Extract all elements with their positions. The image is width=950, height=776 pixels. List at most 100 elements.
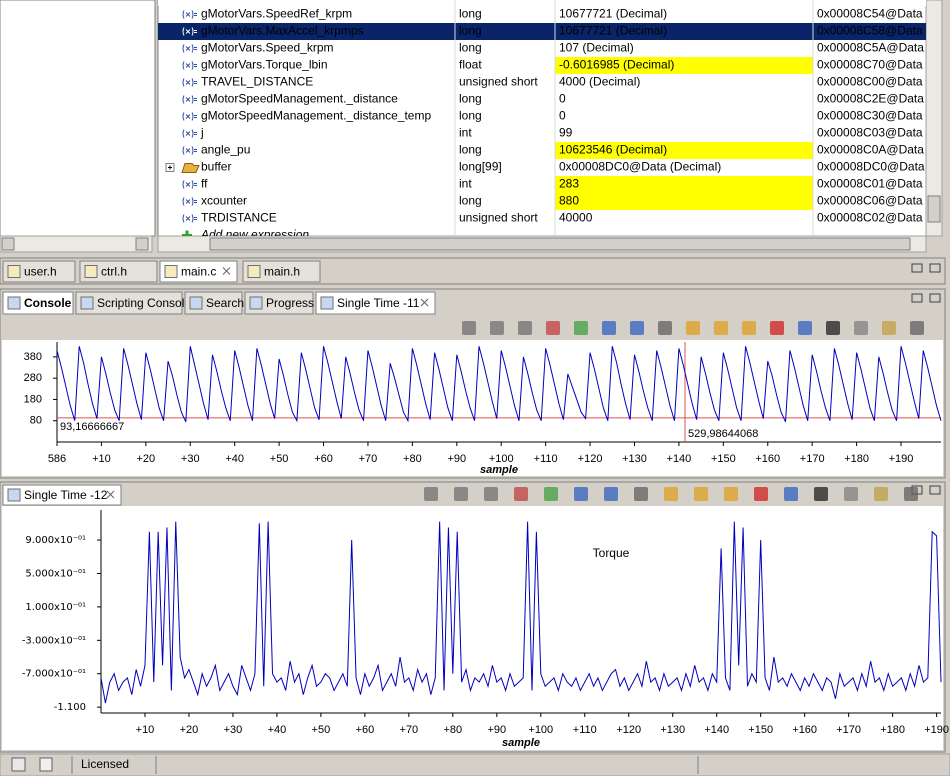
tab-background (159, 260, 238, 283)
toolbar-button[interactable] (724, 487, 738, 501)
left-pane (0, 0, 156, 237)
toolbar-button[interactable] (544, 487, 558, 501)
toolbar-button[interactable] (742, 321, 756, 335)
toolbar-button[interactable] (546, 321, 560, 335)
tab-close[interactable] (420, 298, 429, 307)
toolbar-button[interactable] (602, 321, 616, 335)
array-icon (181, 163, 200, 173)
expression-row[interactable]: j int 99 0x00008C03@Data (182, 126, 923, 140)
tab[interactable]: user.h (2, 260, 76, 283)
toolbar-button[interactable] (714, 321, 728, 335)
toolbar-button[interactable] (910, 321, 924, 335)
expression-row[interactable]: xcounter long 880 0x00008C06@Data (182, 193, 923, 210)
cell-name: gMotorVars.SpeedRef_krpm (201, 7, 352, 21)
toolbar-button[interactable] (754, 487, 768, 501)
toolbar-button[interactable] (490, 321, 504, 335)
tab[interactable]: Scripting Console (75, 291, 191, 315)
x-tick-label: +90 (447, 453, 466, 465)
expression-row[interactable]: gMotorVars.SpeedRef_krpm long 10677721 (De… (182, 7, 923, 21)
expression-row[interactable]: gMotorSpeedManagement._distance_temp long… (182, 109, 923, 123)
scroll-thumb[interactable] (209, 237, 911, 251)
toolbar-button[interactable] (634, 487, 648, 501)
tab[interactable]: main.c (159, 260, 238, 283)
table-rows: gMotorVars.SpeedRef_krpm long 10677721 (De… (158, 0, 926, 242)
cell-type: long[99] (459, 160, 502, 174)
toolbar-button[interactable] (658, 321, 672, 335)
expression-row[interactable]: ff int 283 0x00008C01@Data (182, 176, 923, 193)
toolbar-button[interactable] (784, 487, 798, 501)
x-tick-label: +20 (137, 453, 156, 465)
toolbar-button[interactable] (686, 321, 700, 335)
cell-value: 107 (Decimal) (559, 41, 634, 55)
add-icon[interactable] (182, 230, 192, 241)
x-tick-label: +70 (400, 724, 419, 736)
toolbar-button[interactable] (514, 487, 528, 501)
toolbar-button[interactable] (518, 321, 532, 335)
status-icon[interactable] (39, 757, 53, 772)
tab[interactable]: Search (184, 291, 244, 315)
window-button[interactable] (929, 293, 941, 303)
cell-type: int (459, 177, 472, 191)
expression-row[interactable]: TRDISTANCE unsigned short 40000 0x00008C02@… (182, 211, 923, 225)
expression-row[interactable]: gMotorVars.MaxAccel_krpmps long 10677721 (… (158, 23, 926, 40)
tab-icon (7, 296, 21, 310)
window-button[interactable] (929, 263, 941, 273)
expression-row[interactable]: gMotorSpeedManagement._distance long 0 0x00… (182, 92, 924, 106)
table-vscrollbar[interactable] (925, 0, 943, 237)
toolbar-button[interactable] (574, 487, 588, 501)
tab-close[interactable] (222, 267, 231, 275)
expression-row[interactable]: gMotorVars.Torque_lbin float -0.6016985 (D… (182, 57, 923, 74)
add-new-expression[interactable]: Add new expression (200, 228, 309, 242)
window-button[interactable] (929, 485, 941, 495)
tab-icon (189, 296, 203, 310)
x-tick-label: +130 (622, 453, 647, 465)
tab[interactable]: Single Time -12 (2, 484, 122, 506)
scroll-right-button[interactable] (135, 237, 149, 251)
cell-value: 4000 (Decimal) (559, 75, 640, 89)
toolbar-button[interactable] (462, 321, 476, 335)
left-scrollbar[interactable] (0, 235, 153, 253)
cell-type: long (459, 7, 482, 21)
toolbar-button[interactable] (874, 487, 888, 501)
tab[interactable]: Console (2, 291, 74, 315)
scroll-thumb[interactable] (927, 195, 941, 223)
toolbar-button[interactable] (904, 487, 918, 501)
tab[interactable]: ctrl.h (79, 260, 158, 283)
toolbar-button[interactable] (854, 321, 868, 335)
x-tick-label: +50 (312, 724, 331, 736)
tab-icon (7, 265, 21, 278)
toolbar-button[interactable] (574, 321, 588, 335)
tab[interactable]: Progress (244, 291, 314, 315)
toolbar-button[interactable] (424, 487, 438, 501)
expression-row[interactable]: angle_pu long 10623546 (Decimal) 0x00008C0A… (182, 142, 924, 159)
tab-close[interactable] (106, 490, 115, 499)
scroll-left-button[interactable] (1, 237, 15, 251)
expression-row[interactable]: buffer long[99] 0x00008DC0@Data (Decimal) 0… (165, 160, 925, 174)
toolbar-button[interactable] (814, 487, 828, 501)
expression-row[interactable]: TRAVEL_DISTANCE unsigned short 4000 (Decim… (182, 75, 923, 89)
x-tick-label: +60 (356, 724, 375, 736)
window-button[interactable] (911, 293, 923, 303)
toolbar-button[interactable] (770, 321, 784, 335)
x-tick-label: +130 (660, 724, 685, 736)
expression-row[interactable]: gMotorVars.Speed_krpm long 107 (Decimal) 0x… (182, 41, 924, 55)
cell-value: 40000 (559, 211, 593, 225)
cell-type: long (459, 92, 482, 106)
row-selection (158, 23, 926, 40)
toolbar-button[interactable] (604, 487, 618, 501)
toolbar-button[interactable] (484, 487, 498, 501)
toolbar-button[interactable] (664, 487, 678, 501)
cell-type: int (459, 126, 472, 140)
toolbar-button[interactable] (694, 487, 708, 501)
toolbar-button[interactable] (882, 321, 896, 335)
toolbar-button[interactable] (798, 321, 812, 335)
cell-name: j (200, 126, 204, 140)
toolbar-button[interactable] (826, 321, 840, 335)
status-icon[interactable] (11, 757, 26, 772)
window-button[interactable] (911, 263, 923, 273)
toolbar-button[interactable] (844, 487, 858, 501)
tab[interactable]: Single Time -11 (315, 291, 436, 315)
tab[interactable]: main.h (242, 260, 321, 283)
toolbar-button[interactable] (630, 321, 644, 335)
toolbar-button[interactable] (454, 487, 468, 501)
